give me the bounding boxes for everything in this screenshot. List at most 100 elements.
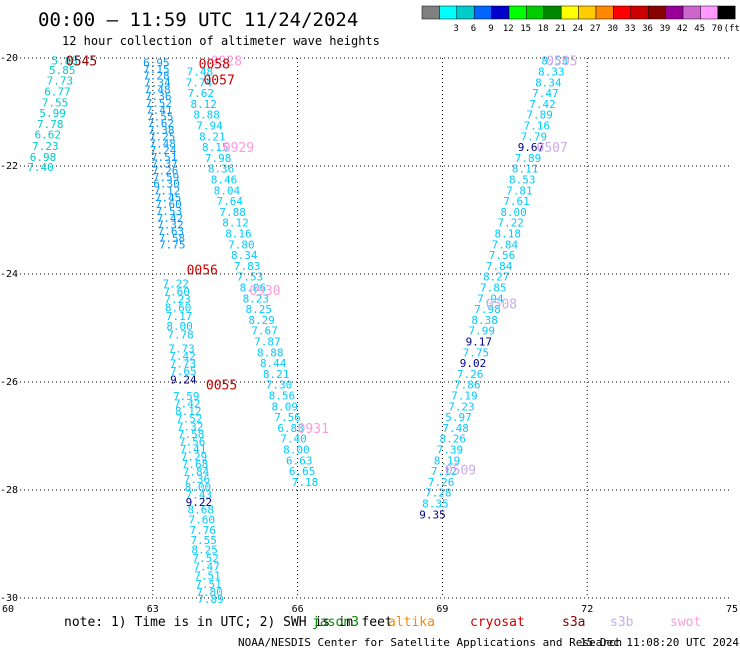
data-point-label: 5.85 (49, 64, 76, 77)
data-point-label: 8.15 (202, 141, 229, 154)
legend-swatch (491, 5, 510, 20)
y-tick-label: -24 (0, 269, 18, 280)
data-point-label: 7.53 (156, 205, 183, 218)
data-point-label: 8.88 (193, 109, 220, 122)
data-point-label: 8.19 (434, 454, 461, 467)
data-point-label: 7.51 (195, 578, 222, 591)
data-point-label: 8.12 (175, 405, 202, 418)
data-point-label: 7.89 (197, 593, 224, 606)
data-point-label: 8.21 (199, 130, 226, 143)
data-point-label: 7.17 (166, 310, 193, 323)
legend-label: 6 (471, 24, 476, 34)
legend-swatch (613, 5, 632, 20)
data-point-label: 7.45 (155, 191, 182, 204)
data-point-label: 9.17 (466, 336, 493, 349)
data-point-label: 8.34 (231, 249, 258, 262)
x-tick-label: 66 (292, 604, 304, 615)
legend-swatch (665, 5, 684, 20)
data-point-label: 8.38 (471, 314, 498, 327)
legend-label: 9 (488, 24, 493, 34)
data-point-label: 9.35 (419, 508, 446, 521)
data-point-label: 7.58 (159, 232, 186, 245)
data-point-label: 7.48 (144, 83, 171, 96)
grid-lines: 60 63 66 69 72 75 -20 -22 -24 -26 -28 -30 (0, 53, 738, 615)
data-point-label: 7.43 (186, 488, 213, 501)
footer-credit: NOAA/NESDIS Center for Satellite Applica… (238, 636, 622, 649)
data-point-label: 7.12 (431, 465, 458, 478)
data-point-label: 7.47 (193, 561, 220, 574)
legend-swatch (473, 5, 492, 20)
legend-swatch (543, 5, 562, 20)
data-point-label: 7.59 (153, 171, 180, 184)
data-point-label: 8.35 (422, 498, 449, 511)
data-point-label: 7.55 (42, 96, 69, 109)
data-point-label: 7.68 (182, 458, 209, 471)
data-point-label: 7.59 (173, 390, 200, 403)
data-point-label: 7.89 (526, 109, 553, 122)
data-point-label: 7.40 (280, 433, 307, 446)
data-point-label: 7.52 (192, 552, 219, 565)
x-tick-label: 72 (581, 604, 593, 615)
data-point-label: 7.37 (151, 157, 178, 170)
data-point-label: 6.65 (289, 465, 316, 478)
data-point-label: 7.84 (183, 466, 210, 479)
data-point-label: 6.30 (153, 177, 180, 190)
data-point-label: 7.78 (37, 118, 64, 131)
data-point-label: 7.41 (180, 443, 207, 456)
data-point-label: 6.83 (277, 422, 304, 435)
x-tick-label: 63 (147, 604, 159, 615)
data-point-label: 8.11 (512, 163, 539, 176)
data-point-label: 9.67 (518, 141, 545, 154)
satellite-name: s3b (610, 615, 634, 630)
data-point-label: 7.16 (523, 120, 550, 133)
y-tick-label: -20 (0, 53, 18, 64)
legend-label: 33 (625, 24, 636, 34)
satellite-legend: jason3 altika cryosat s3a s3b swot (312, 615, 701, 630)
data-point-label: 7.48 (187, 66, 214, 79)
data-point-label: 7.76 (189, 524, 216, 537)
data-point-label: 7.30 (266, 379, 293, 392)
data-point-label: 7.62 (147, 117, 174, 130)
legend-label: 36 (642, 24, 653, 34)
data-point-label: 8.60 (165, 301, 192, 314)
x-tick-label: 75 (726, 604, 738, 615)
legend-swatch (526, 5, 545, 20)
data-point-label: 7.34 (144, 76, 171, 89)
legend-label: 39 (659, 24, 670, 34)
data-point-label: 5.88 (51, 55, 78, 68)
data-point-label: 8.44 (260, 357, 287, 370)
legend-label: 45 (694, 24, 705, 34)
data-point-label: 7.28 (425, 487, 452, 500)
data-point-label: 7.18 (292, 476, 319, 489)
data-point-label: 7.42 (529, 98, 556, 111)
data-point-label: 7.52 (176, 413, 203, 426)
data-point-label: 7.26 (428, 476, 455, 489)
data-point-label: 8.88 (257, 346, 284, 359)
data-point-label: 8.56 (269, 390, 296, 403)
data-point-label: 7.99 (468, 325, 495, 338)
legend-swatch (717, 5, 736, 20)
pass-time-label: 0505 (546, 55, 577, 70)
satellite-name: cryosat (470, 615, 525, 630)
data-point-label: 6.98 (30, 151, 57, 164)
satellite-name: altika (388, 615, 435, 630)
data-point-label: 7.40 (27, 161, 54, 174)
legend-swatch (508, 5, 527, 20)
legend-label: 27 (590, 24, 601, 34)
satellite-name: s3a (562, 615, 585, 630)
data-points: 5.885.857.736.777.555.997.786.627.236.98… (27, 55, 568, 606)
data-point-label: 8.53 (509, 174, 536, 187)
data-point-label: 6.62 (35, 129, 62, 142)
data-point-label: 7.56 (179, 435, 206, 448)
data-point-label: 7.85 (480, 282, 507, 295)
data-point-label: 7.53 (237, 271, 264, 284)
pass-time-label: 0545 (66, 55, 97, 70)
data-point-label: 9.24 (170, 373, 197, 386)
data-point-label: 7.12 (154, 184, 181, 197)
data-point-label: 7.36 (184, 473, 211, 486)
data-point-label: 7.51 (194, 569, 221, 582)
data-point-label: 7.26 (152, 164, 179, 177)
data-point-label: 8.09 (272, 400, 299, 413)
